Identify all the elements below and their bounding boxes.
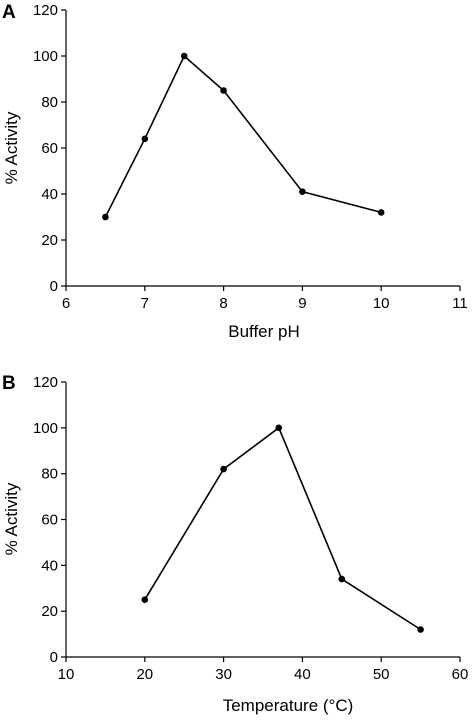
panel-a-data-point	[102, 213, 109, 221]
panel-a-y-tick-label: 0	[50, 278, 58, 295]
panel-b-y-tick-label: 120	[33, 374, 58, 391]
panel-b-y-tick-label: 20	[41, 603, 58, 620]
panel-a-y-tick-label: 120	[33, 2, 58, 19]
panel-a-y-tick-label: 100	[33, 48, 58, 65]
panel-a-x-tick-label: 8	[219, 295, 227, 312]
panel-b-x-axis-title: Temperature (°C)	[223, 696, 354, 715]
panel-b-y-tick-label: 80	[41, 466, 58, 483]
panel-b-data-point	[220, 465, 227, 473]
panel-b-data-point	[417, 626, 424, 633]
panel-b-y-tick-label: 40	[41, 557, 58, 574]
panel-a: A % Activity Buffer pH 0 20 40 60 80 100 120 6 7…	[2, 2, 468, 341]
panel-b-x-tick-label: 10	[58, 666, 75, 683]
panel-a-y-axis-title: % Activity	[2, 111, 21, 184]
panel-b: B % Activity Temperature (°C) 0 20 40 60 80 1…	[2, 373, 468, 715]
panel-b-x-tick-label: 30	[215, 666, 232, 683]
panel-b-y-tick-label: 60	[41, 512, 58, 529]
panel-b-data-point	[141, 596, 149, 604]
panel-b-data-point	[275, 424, 283, 432]
panel-a-data-point	[377, 209, 385, 216]
panel-a-data-point	[180, 52, 188, 60]
panel-a-y-tick-label: 80	[41, 94, 58, 111]
panel-b-letter: B	[2, 373, 16, 394]
panel-a-data-point	[220, 87, 227, 94]
panel-a-y-tick-label: 20	[41, 232, 58, 249]
panel-b-y-tick-label: 100	[33, 420, 58, 437]
panel-b-x-tick-label: 50	[373, 666, 390, 683]
panel-b-y-axis-title: % Activity	[2, 482, 21, 555]
panel-a-letter: A	[2, 2, 16, 23]
panel-a-x-tick-label: 10	[373, 295, 390, 312]
panel-b-data-point	[338, 575, 346, 583]
panel-a-x-tick-label: 11	[452, 295, 468, 312]
panel-b-x-tick-label: 60	[452, 666, 469, 683]
panel-a-x-tick-label: 9	[298, 295, 306, 312]
panel-b-series-line	[144, 426, 422, 631]
panel-a-y-tick-label: 60	[41, 140, 58, 157]
panel-b-y-tick-label: 0	[50, 649, 58, 666]
panel-a-data-point	[141, 135, 149, 143]
panel-b-x-tick-label: 40	[294, 666, 311, 683]
panel-a-x-axis-title: Buffer pH	[228, 322, 300, 341]
panel-a-y-tick-label: 40	[41, 186, 58, 203]
panel-b-x-tick-label: 20	[136, 666, 153, 683]
panel-a-series-line	[104, 54, 382, 218]
panel-a-data-point	[299, 188, 306, 195]
panel-a-x-tick-label: 6	[62, 295, 70, 312]
panel-a-x-tick-label: 7	[141, 295, 149, 312]
